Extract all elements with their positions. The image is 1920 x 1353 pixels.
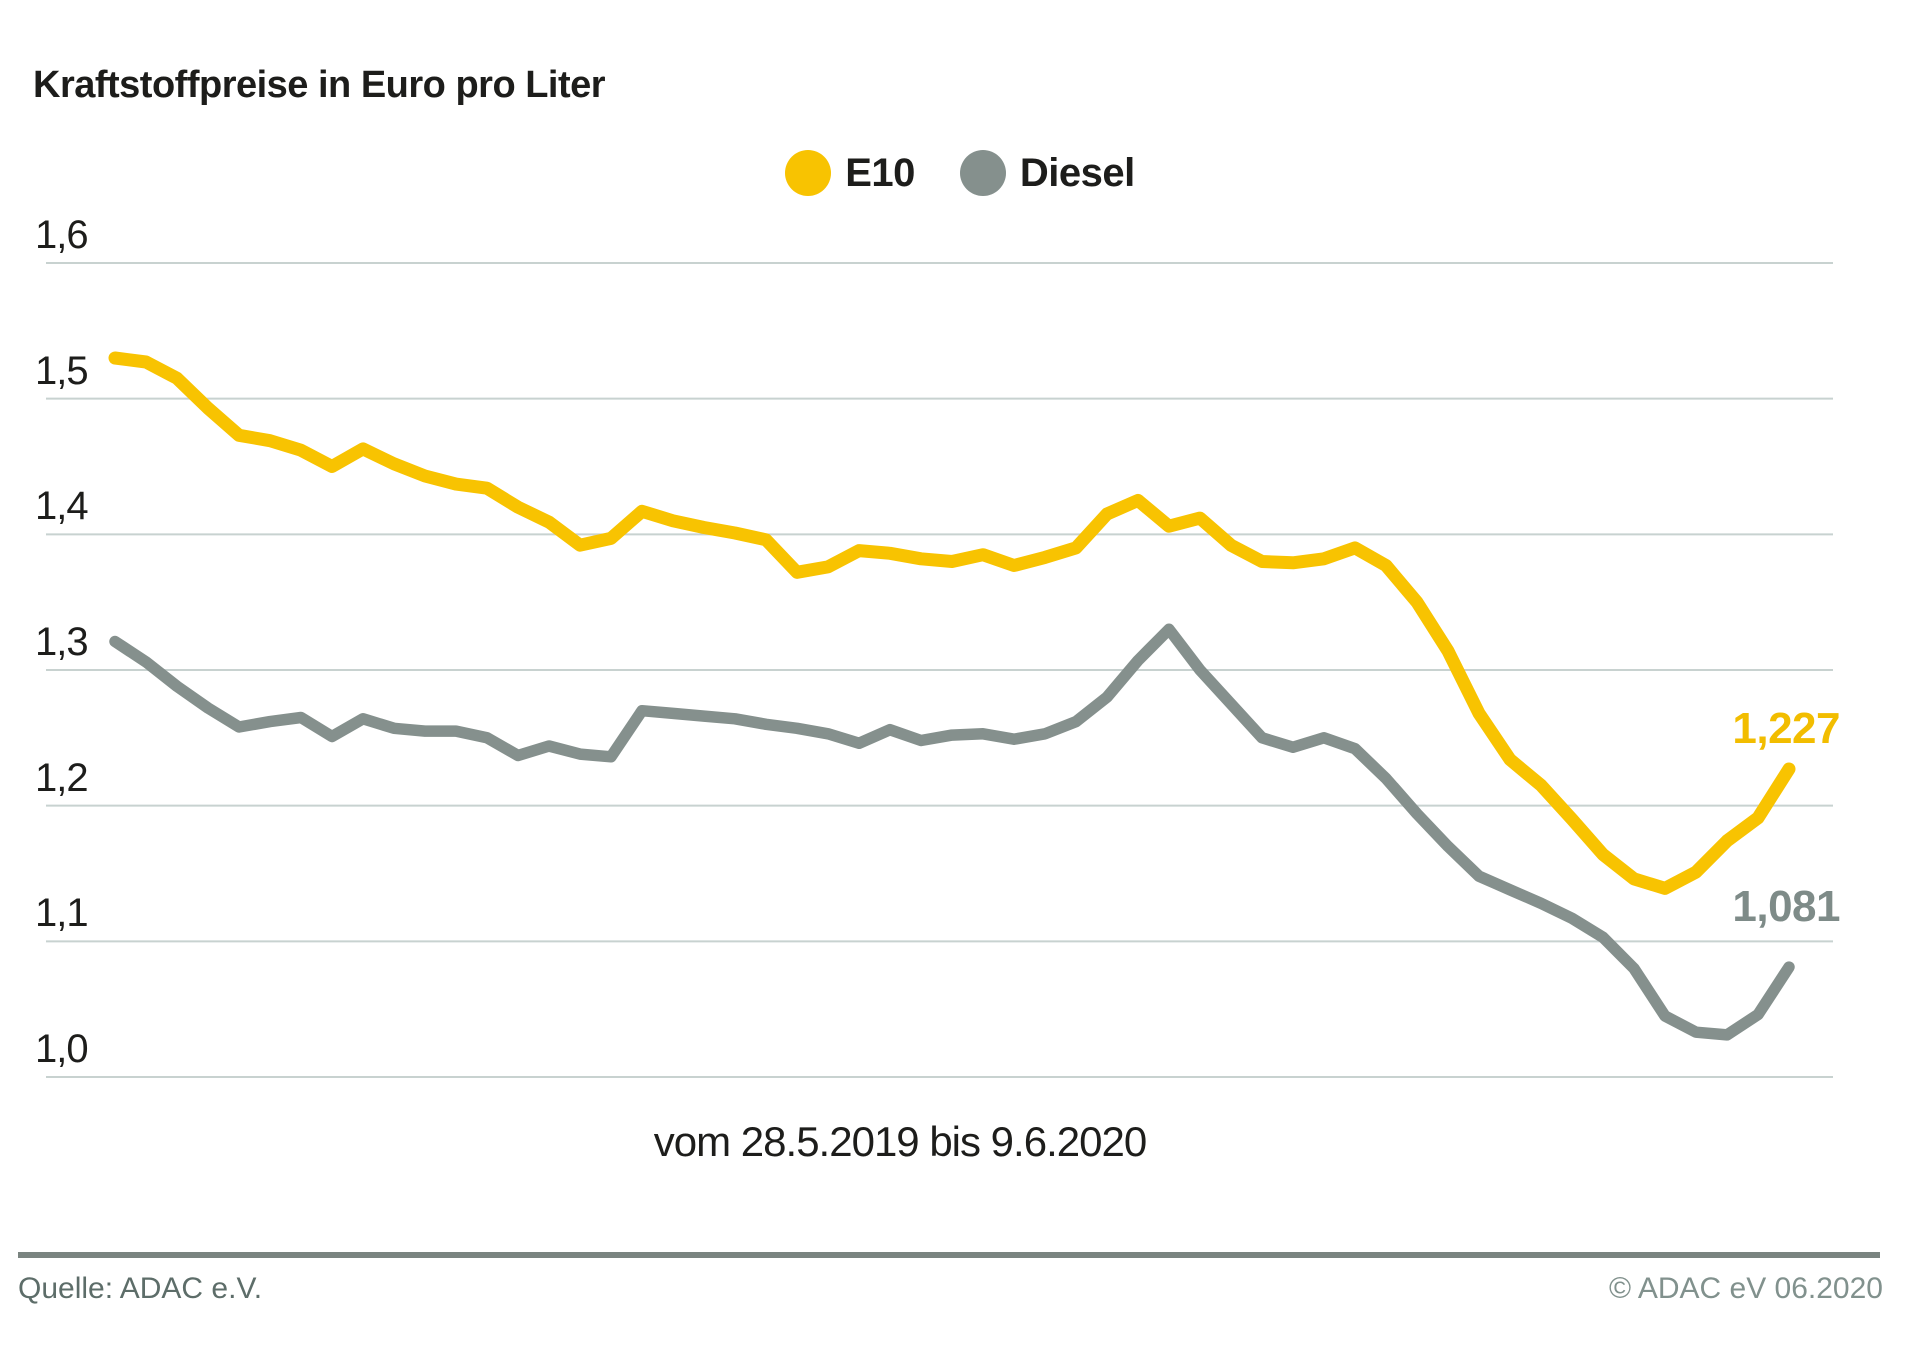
chart-legend: E10 Diesel bbox=[0, 148, 1920, 198]
legend-dot-diesel-icon bbox=[959, 150, 1006, 196]
e10-price-line bbox=[108, 351, 1796, 895]
diesel-price-line bbox=[109, 623, 1795, 1041]
copyright-notice: © ADAC eV 06.2020 bbox=[1609, 1272, 1883, 1305]
ytick-label-1,5: 1,5 bbox=[35, 348, 89, 393]
x-axis-date-range-label: vom 28.5.2019 bis 9.6.2020 bbox=[653, 1118, 1147, 1165]
legend-item-diesel: Diesel bbox=[959, 150, 1135, 196]
diesel-end-value-label: 1,081 bbox=[1732, 882, 1840, 932]
page-title: Kraftstoffpreise in Euro pro Liter bbox=[33, 64, 606, 106]
ytick-label-1,0: 1,0 bbox=[35, 1027, 89, 1071]
e10-end-value-label: 1,227 bbox=[1732, 704, 1840, 754]
legend-label-e10: E10 bbox=[845, 150, 915, 195]
ytick-label-1,3: 1,3 bbox=[35, 620, 89, 664]
legend-dot-e10-icon bbox=[785, 150, 832, 196]
legend-label-diesel: Diesel bbox=[1019, 150, 1135, 195]
footer-divider bbox=[18, 1252, 1880, 1258]
source-credit: Quelle: ADAC e.V. bbox=[18, 1272, 263, 1305]
ytick-label-1,4: 1,4 bbox=[35, 484, 89, 529]
ytick-label-1,1: 1,1 bbox=[35, 891, 89, 936]
ytick-label-1,6: 1,6 bbox=[35, 213, 89, 257]
ytick-label-1,2: 1,2 bbox=[35, 755, 89, 800]
legend-item-e10: E10 bbox=[785, 150, 915, 196]
